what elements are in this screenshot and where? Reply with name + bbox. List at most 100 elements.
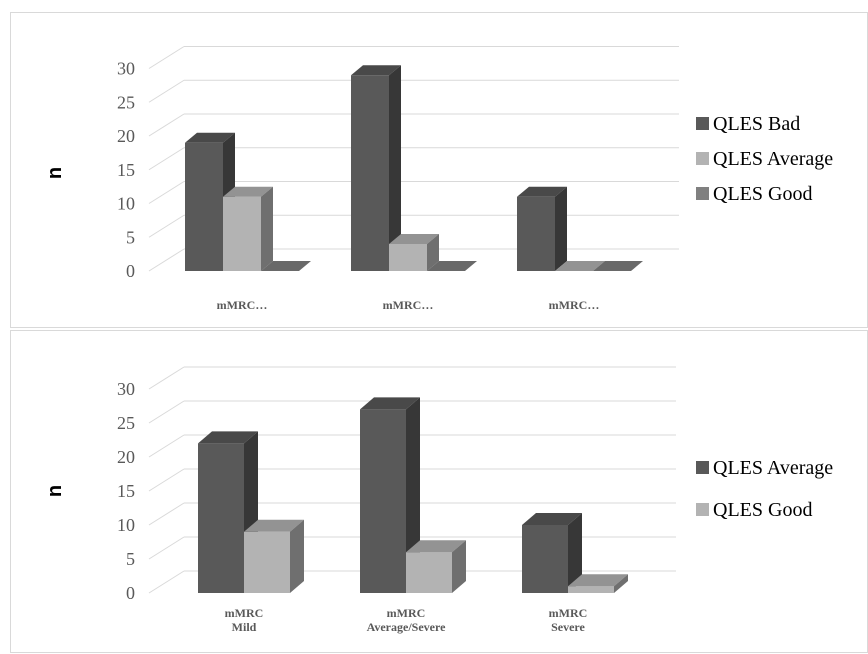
gridline-diagonal [148, 400, 185, 424]
x-category-label-line: Severe [551, 620, 585, 634]
legend-label: QLES Bad [713, 113, 800, 135]
bar-top [517, 186, 567, 197]
gridline-diagonal [148, 79, 185, 103]
bar-front [360, 409, 406, 593]
y-tick-label: 30 [117, 59, 135, 79]
x-category-label-line: mMRC [387, 606, 426, 620]
bar-qles-good [593, 261, 643, 271]
bar-front [522, 525, 568, 593]
y-tick-label: 20 [117, 447, 135, 467]
y-tick-label: 25 [117, 413, 135, 433]
y-axis-label: n [44, 485, 66, 497]
x-category-label-line: mMRC [225, 606, 264, 620]
bar-qles-average [522, 513, 582, 593]
bar-front [185, 142, 223, 271]
bar-front [389, 244, 427, 271]
gridline-diagonal [148, 113, 185, 137]
y-tick-label: 15 [117, 160, 135, 180]
bar-top [261, 261, 311, 271]
bar-top [568, 574, 628, 587]
bar-qles-good [244, 519, 304, 593]
y-tick-label: 30 [117, 379, 135, 399]
chart-panel-1: 0 5 10 15 20 25 30 n mMRC… mMRC… mMRC… QLES Bad QLES… [10, 12, 868, 328]
bar-top [522, 513, 582, 525]
legend-swatch [696, 152, 709, 165]
gridline-diagonal [148, 366, 185, 390]
x-category-label: mMRC… [549, 298, 600, 312]
chart-panel-2: 0 5 10 15 20 25 30 n mMRC Mild mMRC Average/Severe m… [10, 330, 868, 653]
y-tick-label: 0 [126, 583, 135, 603]
x-category-label-line: Mild [232, 620, 257, 634]
bar-qles-good [568, 574, 628, 593]
y-tick-label: 5 [126, 549, 135, 569]
y-tick-label: 10 [117, 194, 135, 214]
bar-qles-good [406, 540, 466, 593]
bar-top [427, 261, 477, 271]
bar-front [223, 196, 261, 271]
x-category-label-line: Average/Severe [367, 620, 447, 634]
x-category-label: mMRC Severe [549, 606, 588, 634]
bar-qles-bad [517, 186, 567, 271]
bar-top [593, 261, 643, 271]
legend-label: QLES Average [713, 457, 833, 479]
gridline-diagonal [148, 214, 185, 238]
bar-top [244, 519, 304, 532]
bar-qles-average [389, 234, 439, 271]
bar-side [555, 186, 567, 271]
legend: QLES Bad QLES Average QLES Good [696, 113, 833, 205]
bar-top [185, 132, 235, 143]
bar-side [261, 186, 273, 271]
legend-swatch [696, 503, 709, 516]
bar-qles-average [555, 261, 605, 271]
bar-qles-average [223, 186, 273, 271]
bar-top [406, 540, 466, 553]
bar-front [198, 443, 244, 593]
bar-side [452, 540, 466, 593]
legend-swatch [696, 187, 709, 200]
gridline-diagonal [148, 570, 185, 594]
x-category-label: mMRC… [217, 298, 268, 312]
bar-qles-good [427, 261, 477, 271]
gridline-diagonal [148, 147, 185, 171]
bar-side [614, 574, 628, 593]
x-category-label: mMRC Average/Severe [367, 606, 447, 634]
bar-top [389, 234, 439, 244]
bar-top [360, 397, 420, 410]
bar-top [223, 186, 273, 197]
x-category-label-line: mMRC [549, 606, 588, 620]
legend-label: QLES Good [713, 183, 812, 205]
bar-front [517, 196, 555, 271]
legend-label: QLES Good [713, 499, 812, 521]
bar-side [290, 519, 304, 593]
x-category-label: mMRC… [383, 298, 434, 312]
x-category-label: mMRC Mild [225, 606, 264, 634]
bar-front [406, 552, 452, 593]
y-tick-label: 0 [126, 261, 135, 281]
y-axis-label: n [44, 167, 66, 179]
gridline-diagonal [148, 181, 185, 204]
bar-qles-good [261, 261, 311, 271]
legend-label: QLES Average [713, 148, 833, 170]
y-tick-label: 20 [117, 126, 135, 146]
legend-swatch [696, 461, 709, 474]
gridline-diagonal [148, 502, 185, 526]
y-tick-label: 15 [117, 481, 135, 501]
bar-side [427, 234, 439, 271]
bar-top [555, 261, 605, 271]
bar-front [351, 75, 389, 271]
y-tick-label: 25 [117, 92, 135, 112]
gridline-diagonal [148, 468, 185, 492]
gridline-diagonal [148, 536, 185, 560]
bar-front [244, 531, 290, 593]
legend-swatch [696, 117, 709, 130]
bar-side [389, 65, 401, 271]
bar-top [351, 65, 401, 76]
bar-qles-bad [351, 65, 401, 271]
bar-front [568, 586, 614, 593]
gridline-diagonal [148, 46, 185, 69]
y-tick-label: 10 [117, 515, 135, 535]
y-tick-label: 5 [126, 227, 135, 247]
bar-side [568, 513, 582, 593]
